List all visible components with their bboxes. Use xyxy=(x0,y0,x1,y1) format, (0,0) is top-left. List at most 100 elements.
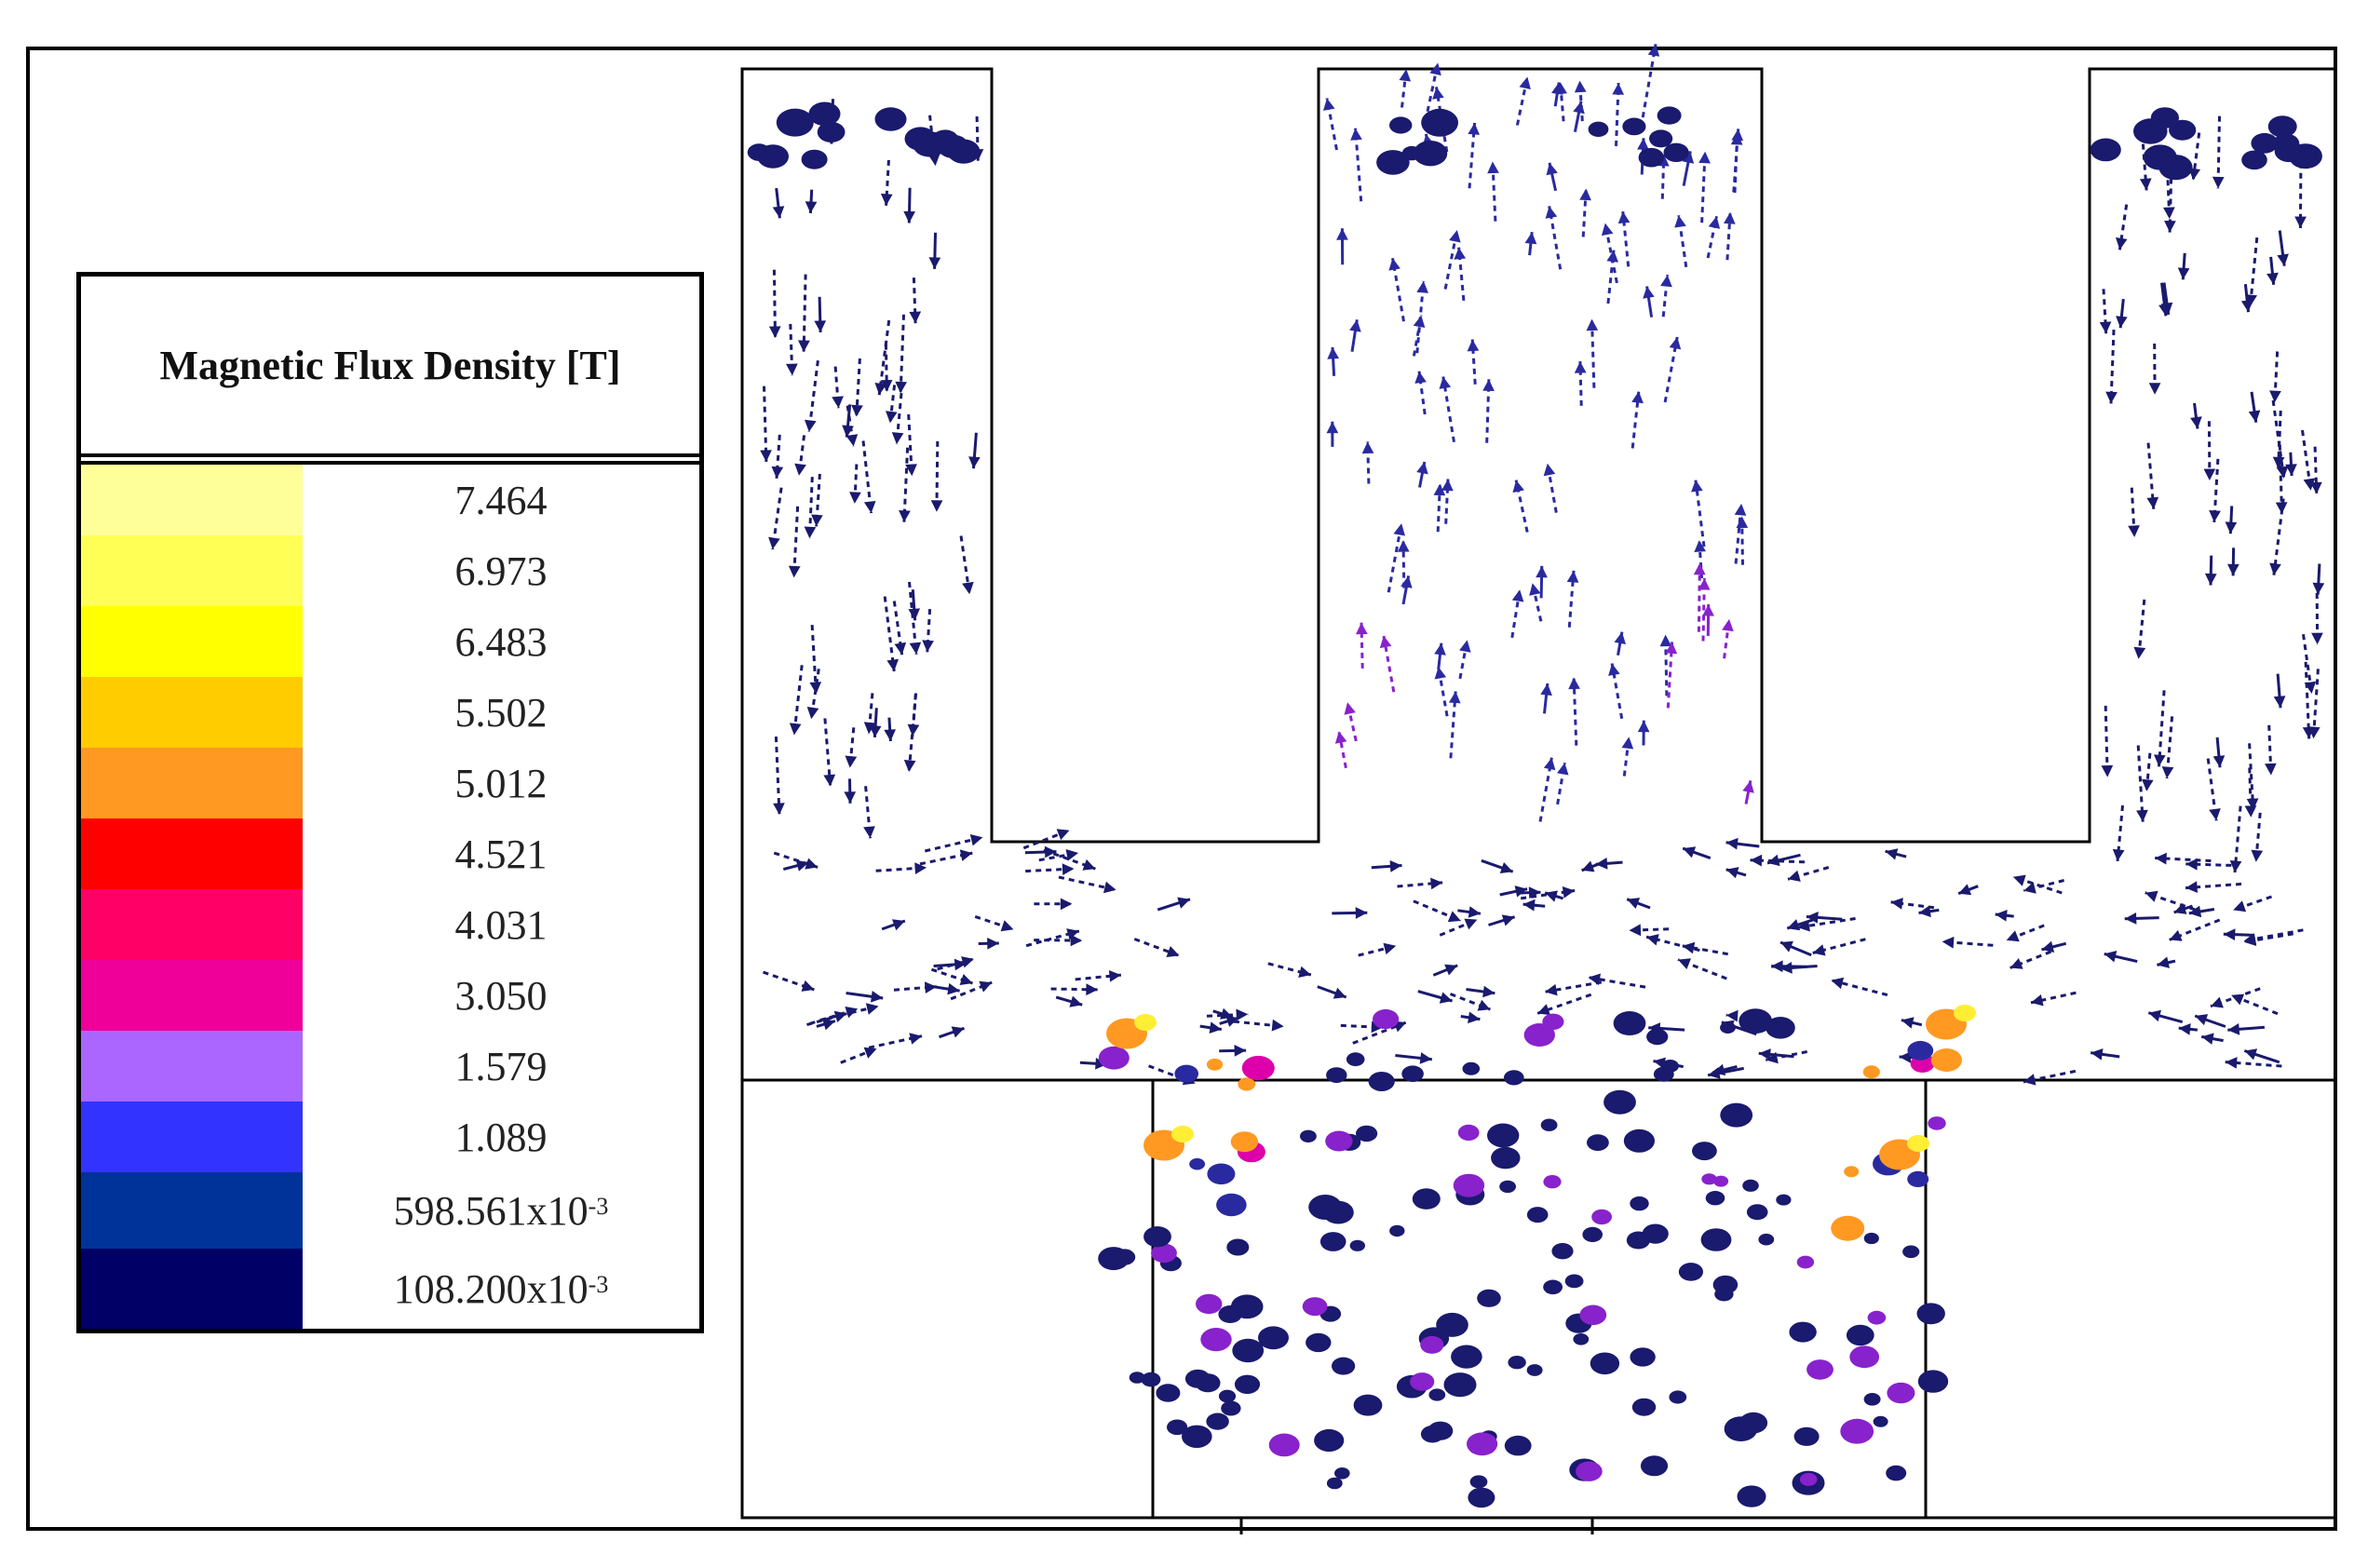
flux-arrow-head xyxy=(1389,860,1402,872)
legend-value: 1.579 xyxy=(454,1043,548,1089)
flux-arrow-head xyxy=(959,974,973,985)
flux-arrow-head xyxy=(1831,977,1845,990)
flux-arrow-head xyxy=(1271,1019,1284,1032)
flux-arrow-head xyxy=(851,404,863,417)
flux-vector-cluster xyxy=(1793,1426,1820,1446)
flux-vector-cluster xyxy=(1491,1146,1521,1169)
flux-arrow-head xyxy=(2248,410,2261,423)
flux-arrow-head xyxy=(1449,230,1461,243)
flux-arrow-shaft xyxy=(773,851,819,869)
flux-vector-cluster xyxy=(1551,1243,1574,1260)
flux-arrow-head xyxy=(2267,272,2279,285)
flux-arrow-head xyxy=(1545,983,1558,996)
flux-arrow-head xyxy=(1637,720,1650,733)
legend-row: 7.464 xyxy=(81,465,699,535)
legend-row: 6.483 xyxy=(81,606,699,677)
flux-vector-cluster xyxy=(1098,1247,1130,1271)
flux-arrow-head xyxy=(2227,563,2239,576)
flux-arrow-head xyxy=(1674,215,1686,228)
flux-vector-cluster xyxy=(1720,1102,1753,1128)
flux-vector-cluster xyxy=(1206,1413,1229,1430)
flux-arrow-shaft xyxy=(2009,950,2052,969)
flux-vector-cluster xyxy=(1462,1061,1481,1075)
flux-vector-cluster xyxy=(1436,1312,1468,1337)
flux-arrow-head xyxy=(2277,253,2289,266)
legend-swatch xyxy=(81,677,303,748)
flux-arrow-head xyxy=(1731,128,1744,142)
flux-arrow-head xyxy=(1361,441,1374,454)
flux-arrow-head xyxy=(899,510,911,522)
flux-arrow-head xyxy=(2154,754,2166,767)
flux-vector-cluster xyxy=(1129,1372,1145,1384)
flux-arrow-shaft xyxy=(1022,829,1071,850)
flux-vector-cluster xyxy=(1218,1389,1237,1403)
flux-arrow-head xyxy=(951,1026,965,1038)
flux-vector-cluster xyxy=(1523,1023,1556,1047)
flux-arrow-head xyxy=(1629,924,1642,937)
flux-vector-cluster xyxy=(1591,1209,1612,1225)
flux-vector-cluster xyxy=(1421,108,1458,137)
flux-arrow-head xyxy=(2148,383,2161,395)
flux-vector-cluster xyxy=(1451,1345,1482,1369)
flux-vector-cluster xyxy=(1221,1400,1241,1416)
flux-arrow-head xyxy=(2212,176,2225,189)
flux-arrow-head xyxy=(2310,481,2322,494)
flux-arrow-head xyxy=(2177,267,2190,280)
flux-arrow-shaft xyxy=(1641,44,1658,118)
flux-arrow-head xyxy=(2269,562,2281,575)
flux-arrow-head xyxy=(1555,82,1567,95)
flux-vector-cluster xyxy=(1928,1116,1946,1130)
flux-arrow-head xyxy=(2101,764,2114,777)
flux-arrow-head xyxy=(894,642,907,656)
flux-arrow-head xyxy=(1694,540,1706,552)
flux-arrow-head xyxy=(1477,999,1491,1011)
flux-arrow-shaft xyxy=(1025,867,1075,873)
flux-vector-cluster xyxy=(1376,150,1410,175)
flux-arrow-head xyxy=(1627,898,1641,909)
flux-arrow-head xyxy=(1468,123,1480,135)
flux-arrow-head xyxy=(786,363,798,376)
flux-arrow-head xyxy=(1702,604,1714,616)
flux-vector-cluster xyxy=(1806,1359,1834,1380)
flux-vector-cluster xyxy=(2090,138,2121,162)
flux-arrow-head xyxy=(1082,858,1096,871)
flux-arrow-head xyxy=(1901,1017,1915,1029)
legend-value: 6.483 xyxy=(454,618,548,665)
flux-arrow-head xyxy=(1579,188,1591,201)
flux-arrow-shaft xyxy=(899,314,905,394)
flux-vector-cluster xyxy=(1542,1013,1564,1031)
flux-arrow-head xyxy=(1482,379,1495,391)
flux-arrow-head xyxy=(1708,216,1721,229)
flux-vector-cluster xyxy=(1543,1279,1563,1295)
flux-arrow-shaft xyxy=(1725,211,1732,261)
flux-vector-cluster xyxy=(1504,1435,1532,1456)
flux-arrow-head xyxy=(884,729,896,741)
flux-arrow-head xyxy=(1758,1048,1771,1061)
flux-vector-cluster xyxy=(817,121,846,142)
flux-arrow-head xyxy=(2244,805,2257,818)
flux-arrow-head xyxy=(863,722,876,735)
flux-vector-cluster xyxy=(1334,1467,1350,1480)
flux-arrow-head xyxy=(2023,1074,2036,1086)
flux-vector-cluster xyxy=(1579,1304,1607,1326)
flux-arrow-head xyxy=(2164,221,2176,233)
flux-arrow-head xyxy=(863,1047,877,1059)
flux-arrow-head xyxy=(2275,502,2288,514)
flux-arrow-head xyxy=(2265,763,2277,776)
flux-arrow-head xyxy=(930,500,943,512)
flux-vector-cluster xyxy=(1867,1310,1887,1325)
flux-arrow-head xyxy=(959,849,973,861)
flux-arrow-head xyxy=(2223,928,2236,940)
legend-swatch xyxy=(81,535,303,606)
e-core-outline xyxy=(740,67,2337,1080)
flux-vector-cluster xyxy=(1216,1193,1247,1217)
flux-arrow-head xyxy=(1725,837,1739,850)
flux-vector-cluster xyxy=(2158,155,2193,181)
flux-arrow-head xyxy=(2285,464,2297,476)
flux-arrow-head xyxy=(1397,540,1410,552)
flux-arrow-shaft xyxy=(2249,237,2259,307)
flux-arrow-head xyxy=(954,958,967,971)
flux-vector-cluster xyxy=(1258,1326,1289,1350)
flux-vector-cluster xyxy=(1098,1046,1130,1070)
flux-vector-cluster xyxy=(904,127,937,151)
